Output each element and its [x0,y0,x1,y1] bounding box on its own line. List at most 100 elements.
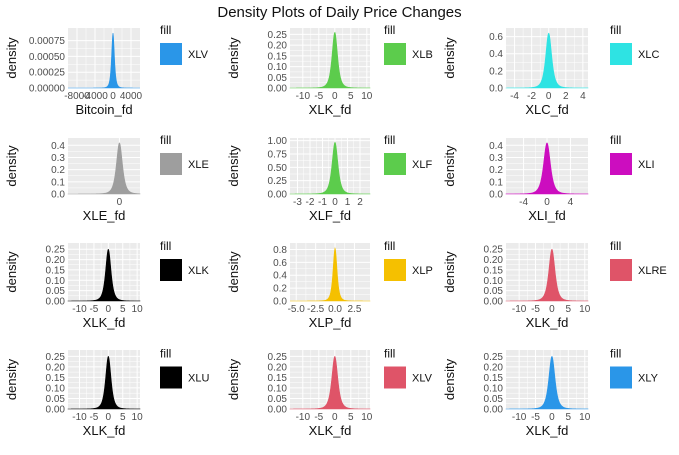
legend-title: fill [384,347,395,361]
y-tick-label: 0.0 [51,190,65,201]
x-tick-label: -5.0 [288,304,306,315]
y-axis-label: density [4,37,19,79]
x-tick-label: 0.0 [328,304,342,315]
density-area [505,142,589,195]
panel-7: -10 -5 0 5 10 0.000.050.100.150.200.25 XLK_fd d… [4,239,209,330]
x-tick-label: 4 [568,197,574,208]
x-tick-label: -2.5 [307,304,325,315]
panel-10: -10 -5 0 5 10 0.000.050.100.150.200.25 XLK_fd d… [4,347,209,439]
x-axis-label: XLK_fd [309,102,352,117]
y-tick-label: 0.20 [268,41,288,52]
y-tick-label: 0.25 [46,352,66,363]
y-tick-label: 0.2 [489,165,503,176]
legend-title: fill [610,239,621,253]
y-tick-label: 0.15 [484,265,504,276]
legend-title: fill [610,133,621,147]
x-axis-label: Bitcoin_fd [75,102,132,117]
y-tick-label: 0.0 [273,297,287,308]
x-tick-label: 2.5 [348,304,362,315]
chart-title: Density Plots of Daily Price Changes [217,4,462,21]
x-axis-label: XLP_fd [309,315,352,330]
x-tick-label: -4 [510,91,519,102]
y-axis-label: density [442,145,457,187]
legend-label: XLI [638,159,655,171]
x-tick-label: 5 [348,412,354,423]
panel-1: -8000-4000 0 4000 0.00000 0.00025 0.00050 0.00… [4,23,209,117]
y-axis-label: density [442,358,457,400]
x-tick-label: 5 [120,304,126,315]
y-tick-label: 0.05 [46,394,66,405]
x-tick-label: 0 [549,412,555,423]
plot-panel [68,138,140,194]
x-tick-label: 10 [361,412,373,423]
x-tick-label: -4000 [82,91,108,102]
y-tick-label: 0.4 [489,49,503,60]
x-tick-label: 4000 [120,91,143,102]
legend-label: XLC [638,49,659,61]
x-axis-label: XLC_fd [525,102,568,117]
x-axis-label: XLK_fd [83,315,126,330]
y-tick-label: 0.3 [489,153,503,164]
y-tick-label: 0.2 [51,165,65,176]
y-axis-label: density [442,37,457,79]
x-tick-label: -3 [293,197,302,208]
y-axis-label: density [226,251,241,293]
y-tick-label: 0.00 [268,84,288,95]
y-tick-label: 0.10 [484,276,504,287]
x-tick-label: -2 [306,197,315,208]
x-tick-label: 0 [110,91,116,102]
y-tick-label: 0.25 [268,352,288,363]
x-tick-label: 0 [549,304,555,315]
y-tick-label: 0.15 [268,51,288,62]
density-area [290,246,371,302]
legend-title: fill [160,347,171,361]
density-area [289,141,371,195]
y-tick-label: 0.00 [46,405,66,416]
y-tick-label: 0.20 [46,362,66,373]
y-axis-label: density [4,145,19,187]
density-area [289,356,371,410]
y-tick-label: 0.00 [484,297,504,308]
y-axis-label: density [4,251,19,293]
x-tick-label: -4 [519,197,528,208]
panel-8: -5.0 -2.5 0.0 2.50.00.20.40.60.8XLP_fddensi… [226,239,433,330]
legend-key [384,366,406,389]
x-axis-label: XLK_fd [309,423,352,438]
y-tick-label: 0.20 [484,362,504,373]
legend-title: fill [384,23,395,37]
x-tick-label: 4 [580,91,586,102]
y-tick-label: 0.0 [489,84,503,95]
y-tick-label: 0.10 [46,276,66,287]
legend-label: XLU [188,373,209,385]
y-tick-label: 0.00 [268,405,288,416]
y-tick-label: 0.20 [484,255,504,266]
y-tick-label: 0.25 [268,176,288,187]
y-tick-label: 0.10 [46,383,66,394]
panel-6: -4 0 4 0.0 0.10.20.30.4 XLI_fd density fill XLI [442,133,655,223]
density-area [505,356,589,410]
x-tick-label: -10 [296,91,311,102]
x-tick-label: -5 [89,304,98,315]
y-tick-label: 0.1 [51,177,65,188]
x-tick-label: -1 [318,197,327,208]
x-tick-label: 0 [544,197,550,208]
y-tick-label: 0.2 [273,284,287,295]
y-tick-label: 0.10 [268,62,288,73]
plot-panel [290,243,370,301]
y-tick-label: 0.25 [268,30,288,41]
legend-title: fill [610,23,621,37]
legend-title: fill [160,23,171,37]
legend-label: XLK [188,265,209,277]
x-tick-label: -10 [296,412,311,423]
x-axis-label: XLK_fd [526,423,569,438]
legend-label: XLE [188,159,209,171]
legend-key [610,259,632,281]
legend-label: XLRE [638,265,667,277]
y-tick-label: 0.15 [268,373,288,384]
x-tick-label: 0 [106,304,112,315]
y-tick-label: 0.00 [268,190,288,201]
y-tick-label: 0.00050 [29,52,66,63]
y-tick-label: 0.25 [484,245,504,256]
x-tick-label: -5 [314,91,323,102]
